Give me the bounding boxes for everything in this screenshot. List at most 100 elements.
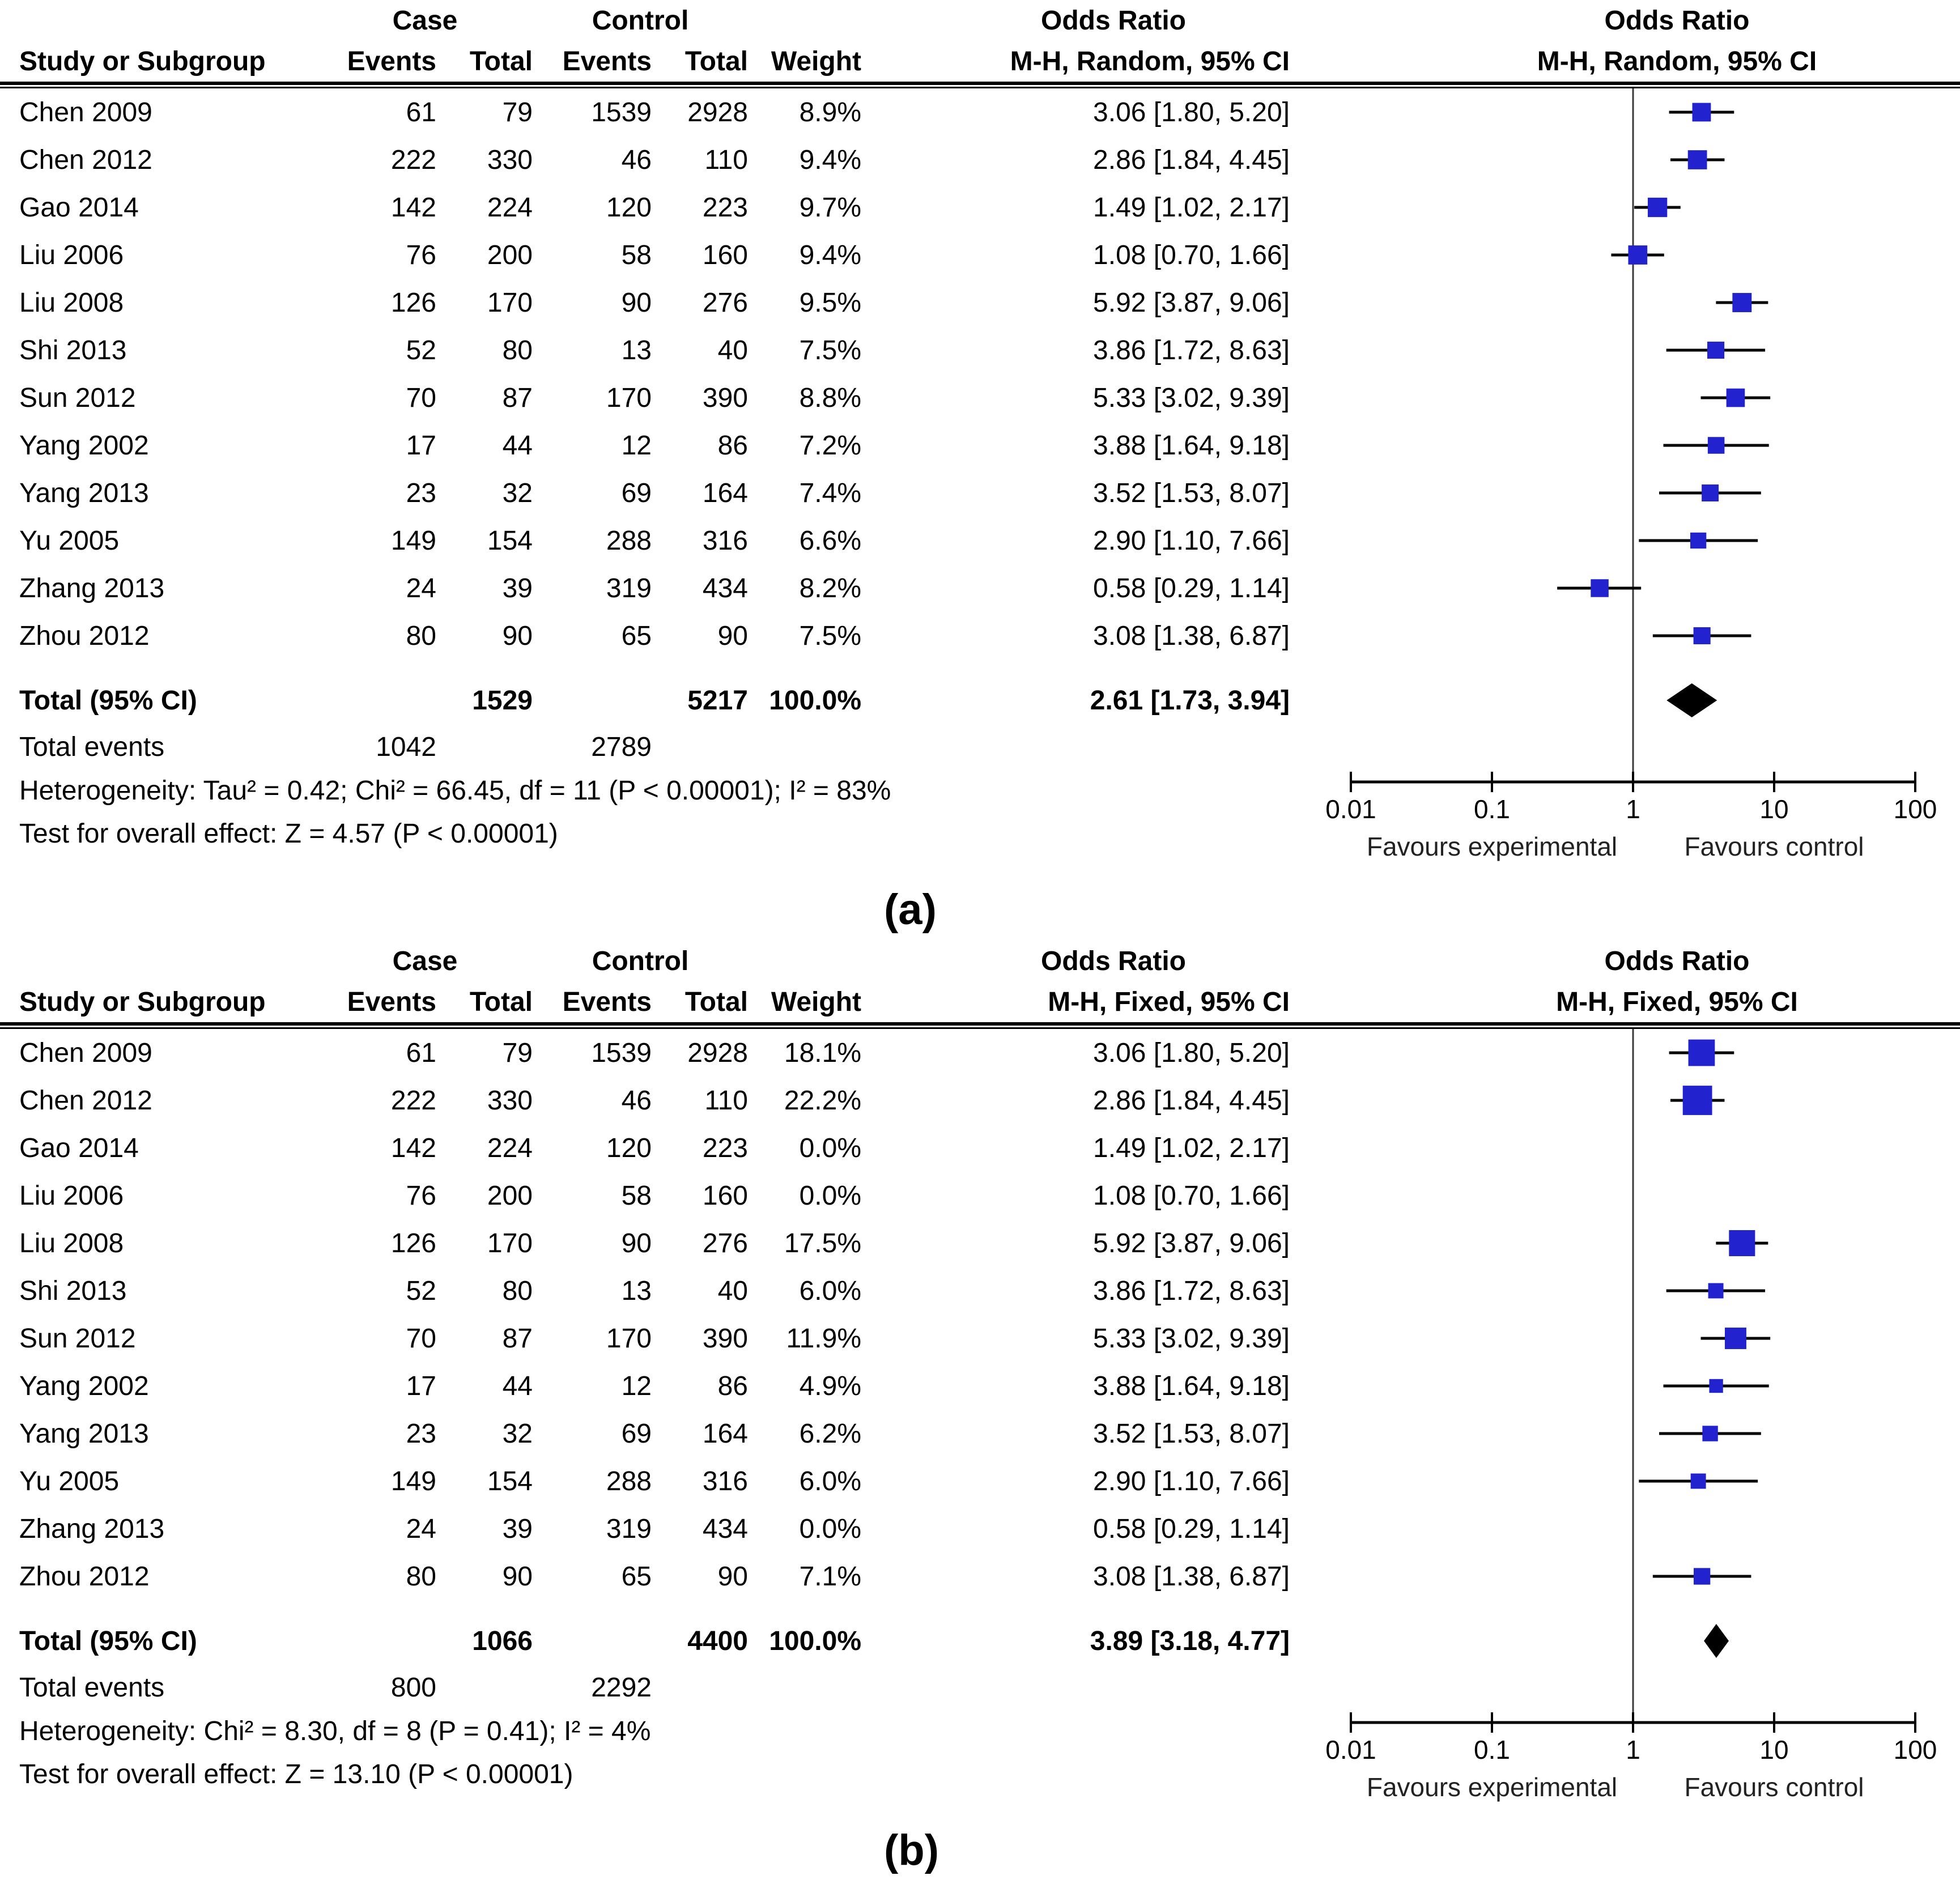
control-events-value: 90	[621, 1228, 652, 1258]
total-label: Total (95% CI)	[19, 1626, 197, 1656]
method-header: M-H, Random, 95% CI	[1010, 46, 1290, 76]
odds-ratio-plot-header: Odds Ratio	[1604, 946, 1750, 976]
total-case-total: 1529	[472, 685, 533, 716]
control-events-value: 12	[621, 1371, 652, 1401]
control-total-value: 90	[717, 1561, 748, 1592]
case-total-value: 44	[502, 430, 533, 461]
panel-b-label: (b)	[884, 1826, 939, 1874]
forest-panel-b: Case Control Odds Ratio Odds Ratio Study…	[0, 941, 1960, 1825]
case-events-value: 23	[406, 478, 436, 508]
heterogeneity-text: Heterogeneity: Tau² = 0.42; Chi² = 66.45…	[19, 776, 891, 806]
study-row: Gao 2014 142 224 120 223 9.7% 1.49 [1.02…	[0, 184, 1960, 231]
study-label: Sun 2012	[19, 382, 136, 413]
or-ci-text: 3.08 [1.38, 6.87]	[1093, 1561, 1290, 1592]
or-ci-text: 5.33 [3.02, 9.39]	[1093, 1323, 1290, 1354]
case-total-value: 87	[502, 1323, 533, 1354]
control-total-value: 110	[704, 144, 748, 175]
case-events-value: 126	[390, 1228, 436, 1258]
or-ci-text: 5.92 [3.87, 9.06]	[1093, 1228, 1290, 1258]
study-label: Zhang 2013	[19, 1513, 165, 1544]
control-total-value: 164	[702, 1418, 748, 1449]
or-ci-text: 3.86 [1.72, 8.63]	[1093, 1275, 1290, 1306]
study-label: Gao 2014	[19, 1133, 139, 1163]
case-events-value: 24	[406, 1513, 436, 1544]
group-header-row-a: Case Control Odds Ratio Odds Ratio	[0, 0, 1960, 41]
study-label: Sun 2012	[19, 1323, 136, 1354]
panel-a-label: (a)	[884, 886, 937, 934]
spacer	[0, 1600, 1960, 1617]
weight-value: 0.0%	[799, 1133, 861, 1163]
weight-value: 0.0%	[799, 1513, 861, 1544]
control-total-value: 110	[704, 1085, 748, 1116]
case-events-value: 23	[406, 1418, 436, 1449]
or-ci-text: 2.90 [1.10, 7.66]	[1093, 525, 1290, 556]
or-ci-text: 3.06 [1.80, 5.20]	[1093, 97, 1290, 127]
or-ci-text: 1.49 [1.02, 2.17]	[1093, 1133, 1290, 1163]
case-total-value: 200	[487, 240, 533, 270]
study-label: Zhou 2012	[19, 1561, 150, 1592]
case-total-value: 39	[502, 573, 533, 603]
weight-value: 4.9%	[799, 1371, 861, 1401]
study-row: Liu 2006 76 200 58 160 9.4% 1.08 [0.70, …	[0, 231, 1960, 279]
case-total-value: 39	[502, 1513, 533, 1544]
control-total-value: 86	[717, 1371, 748, 1401]
case-events-value: 76	[406, 1180, 436, 1211]
study-label: Yang 2013	[19, 478, 149, 508]
case-events-header: Events	[347, 46, 436, 76]
column-header-row-b: Study or Subgroup Events Total Events To…	[0, 981, 1960, 1022]
or-ci-text: 3.08 [1.38, 6.87]	[1093, 620, 1290, 651]
study-row: Zhang 2013 24 39 319 434 0.0% 0.58 [0.29…	[0, 1505, 1960, 1553]
study-row: Shi 2013 52 80 13 40 7.5% 3.86 [1.72, 8.…	[0, 326, 1960, 374]
study-row: Zhang 2013 24 39 319 434 8.2% 0.58 [0.29…	[0, 564, 1960, 612]
study-label: Shi 2013	[19, 1275, 127, 1306]
control-events-value: 90	[621, 287, 652, 318]
case-total-header: Total	[469, 986, 533, 1017]
overall-effect-text: Test for overall effect: Z = 13.10 (P < …	[19, 1759, 573, 1789]
total-weight: 100.0%	[769, 685, 861, 716]
total-row: Total (95% CI) 1066 4400 100.0% 3.89 [3.…	[0, 1617, 1960, 1665]
study-rows-a: Chen 2009 61 79 1539 2928 8.9% 3.06 [1.8…	[0, 88, 1960, 660]
total-events-case: 1042	[376, 732, 436, 762]
total-events-row: Total events 800 2292	[0, 1665, 1960, 1710]
control-events-value: 46	[621, 144, 652, 175]
control-total-value: 390	[702, 382, 748, 413]
weight-value: 7.5%	[799, 620, 861, 651]
or-ci-text: 1.08 [0.70, 1.66]	[1093, 240, 1290, 270]
weight-value: 7.4%	[799, 478, 861, 508]
total-control-total: 4400	[687, 1626, 748, 1656]
weight-value: 22.2%	[784, 1085, 861, 1116]
weight-value: 0.0%	[799, 1180, 861, 1211]
method-header: M-H, Fixed, 95% CI	[1048, 986, 1290, 1017]
study-row: Zhou 2012 80 90 65 90 7.1% 3.08 [1.38, 6…	[0, 1553, 1960, 1600]
control-total-value: 434	[702, 1513, 748, 1544]
total-events-control: 2789	[591, 732, 652, 762]
study-label: Yang 2002	[19, 430, 149, 461]
study-row: Sun 2012 70 87 170 390 11.9% 5.33 [3.02,…	[0, 1315, 1960, 1362]
overall-effect-text: Test for overall effect: Z = 4.57 (P < 0…	[19, 819, 558, 849]
control-events-value: 1539	[591, 97, 652, 127]
control-events-value: 120	[606, 192, 652, 223]
case-events-value: 70	[406, 382, 436, 413]
case-events-value: 222	[390, 1085, 436, 1116]
or-ci-text: 3.88 [1.64, 9.18]	[1093, 430, 1290, 461]
case-total-value: 44	[502, 1371, 533, 1401]
total-events-case: 800	[390, 1672, 436, 1703]
or-ci-text: 2.90 [1.10, 7.66]	[1093, 1466, 1290, 1496]
study-row: Chen 2012 222 330 46 110 22.2% 2.86 [1.8…	[0, 1077, 1960, 1124]
control-events-value: 1539	[591, 1037, 652, 1068]
control-events-value: 170	[606, 382, 652, 413]
study-row: Yang 2002 17 44 12 86 7.2% 3.88 [1.64, 9…	[0, 422, 1960, 469]
study-row: Shi 2013 52 80 13 40 6.0% 3.86 [1.72, 8.…	[0, 1267, 1960, 1315]
case-events-value: 70	[406, 1323, 436, 1354]
control-events-value: 69	[621, 1418, 652, 1449]
total-or-ci-text: 3.89 [3.18, 4.77]	[1090, 1626, 1290, 1656]
study-rows-b: Chen 2009 61 79 1539 2928 18.1% 3.06 [1.…	[0, 1029, 1960, 1600]
control-total-value: 2928	[687, 97, 748, 127]
control-total-value: 160	[702, 1180, 748, 1211]
control-total-value: 2928	[687, 1037, 748, 1068]
case-events-value: 80	[406, 1561, 436, 1592]
study-label: Yu 2005	[19, 525, 120, 556]
weight-value: 9.7%	[799, 192, 861, 223]
study-label: Zhou 2012	[19, 620, 150, 651]
study-label: Yu 2005	[19, 1466, 120, 1496]
